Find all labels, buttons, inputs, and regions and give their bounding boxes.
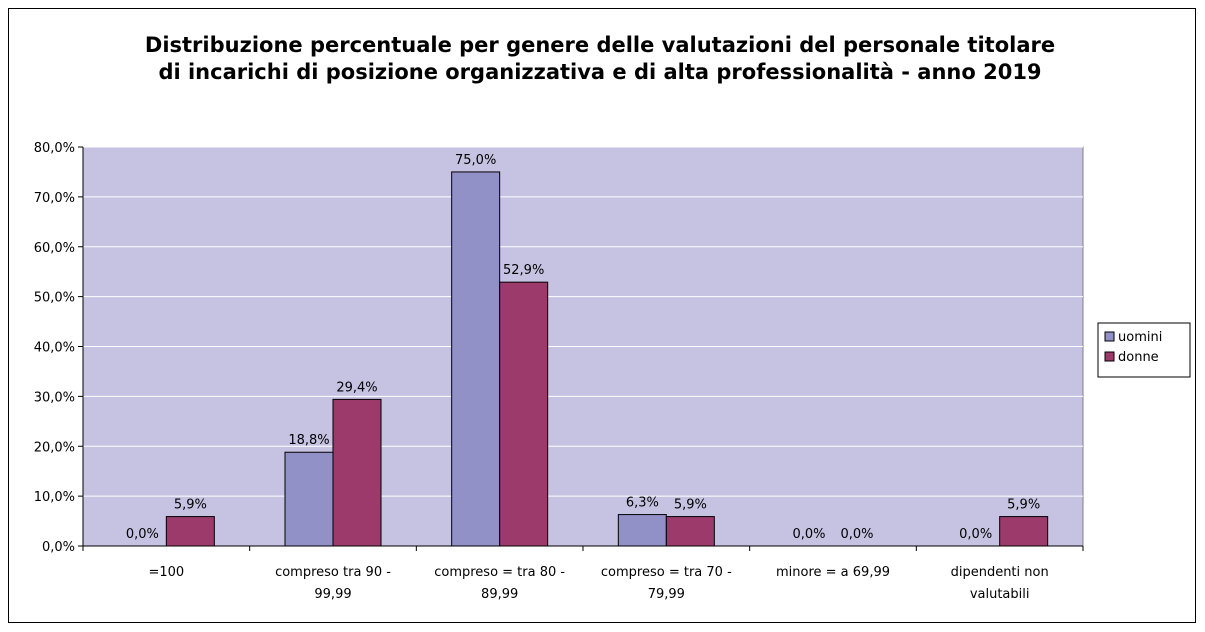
bar	[165, 516, 215, 547]
bar	[617, 514, 667, 547]
bar	[499, 281, 549, 547]
value-label: 18,8%	[288, 433, 329, 448]
x-tick-label: minore = a 69,99	[776, 565, 890, 580]
legend-swatch	[1104, 331, 1115, 342]
bar	[284, 451, 334, 547]
y-tick-label: 40,0%	[34, 341, 75, 356]
x-tick-label: dipendenti non valutabili	[950, 565, 1049, 602]
y-tick-label: 50,0%	[34, 291, 75, 306]
y-tick-label: 70,0%	[34, 191, 75, 206]
value-label: 5,9%	[1007, 498, 1040, 513]
bar	[332, 398, 382, 547]
legend-box	[1097, 322, 1191, 378]
x-tick-label: =100	[148, 565, 185, 580]
value-label: 75,0%	[455, 153, 496, 168]
value-label: 0,0%	[792, 527, 825, 542]
legend-label: donne	[1118, 350, 1159, 365]
y-tick-label: 30,0%	[34, 390, 75, 405]
y-tick-label: 60,0%	[34, 241, 75, 256]
value-label: 5,9%	[674, 498, 707, 513]
bar	[451, 171, 501, 547]
value-label: 0,0%	[959, 527, 992, 542]
value-label: 0,0%	[840, 527, 873, 542]
x-tick-label: compreso = tra 70 - 79,99	[600, 565, 732, 602]
value-label: 5,9%	[174, 498, 207, 513]
value-label: 6,3%	[626, 496, 659, 511]
value-label: 0,0%	[126, 527, 159, 542]
y-tick-label: 80,0%	[34, 141, 75, 156]
chart-title: Distribuzione percentuale per genere del…	[144, 33, 1056, 84]
legend-label: uomini	[1118, 330, 1162, 345]
y-tick-label: 10,0%	[34, 490, 75, 505]
bar	[665, 516, 715, 547]
value-label: 52,9%	[503, 263, 544, 278]
y-tick-label: 20,0%	[34, 440, 75, 455]
y-tick-label: 0,0%	[42, 540, 75, 555]
x-tick-label: compreso tra 90 - 99,99	[275, 565, 391, 602]
legend-swatch	[1104, 351, 1115, 362]
x-tick-label: compreso = tra 80 - 89,99	[434, 565, 566, 602]
value-label: 29,4%	[336, 380, 377, 395]
bar	[999, 516, 1049, 547]
